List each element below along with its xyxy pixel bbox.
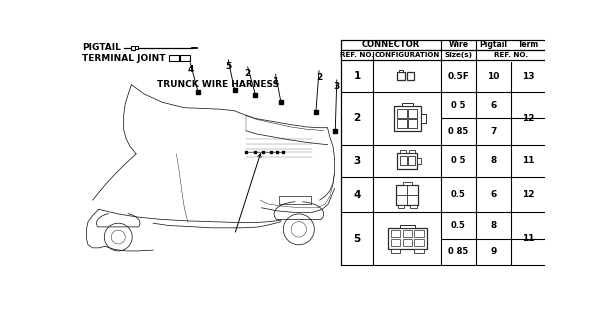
Text: 1: 1 (272, 77, 279, 86)
Text: 5: 5 (225, 62, 232, 71)
Bar (414, 249, 423, 253)
Text: 3: 3 (353, 156, 361, 166)
Bar (410, 205, 417, 208)
Bar (399, 156, 407, 165)
Text: TRUNCK WIRE HARNESS: TRUNCK WIRE HARNESS (157, 80, 279, 89)
Text: 12: 12 (522, 190, 535, 199)
Text: 2: 2 (316, 73, 322, 82)
Bar (397, 153, 417, 169)
Bar (391, 230, 401, 237)
Bar (408, 156, 415, 165)
Text: 0 85: 0 85 (448, 127, 469, 136)
Bar (388, 228, 427, 249)
Bar (408, 109, 417, 118)
Bar (417, 158, 421, 164)
Text: Wire: Wire (448, 40, 468, 50)
Bar (403, 230, 412, 237)
Bar (169, 55, 178, 61)
Text: 2: 2 (353, 114, 361, 124)
Text: 1: 1 (353, 71, 361, 81)
Bar (402, 103, 413, 106)
Bar (397, 72, 405, 80)
Bar (399, 225, 415, 228)
Bar (391, 249, 401, 253)
Bar (399, 150, 406, 153)
Text: 6: 6 (490, 190, 497, 199)
Bar (391, 239, 401, 246)
Text: 6: 6 (490, 101, 497, 110)
Text: Size(s): Size(s) (445, 52, 473, 58)
Text: 9: 9 (490, 247, 497, 256)
Text: CONNECTOR: CONNECTOR (362, 40, 420, 50)
Bar (420, 114, 426, 123)
Text: 10: 10 (487, 72, 500, 81)
Text: 4: 4 (187, 65, 194, 74)
Text: TERMINAL JOINT: TERMINAL JOINT (82, 54, 165, 63)
Bar (394, 106, 420, 131)
Text: 0.5F: 0.5F (448, 72, 469, 81)
Text: 11: 11 (522, 156, 535, 165)
Text: PIGTAIL: PIGTAIL (82, 43, 121, 52)
Text: 0.5: 0.5 (451, 190, 466, 199)
Bar (414, 239, 423, 246)
Bar (279, 196, 311, 204)
Bar (408, 119, 417, 128)
Text: 11: 11 (522, 234, 535, 243)
Text: CONFIGURATION: CONFIGURATION (374, 52, 440, 58)
Text: 0 5: 0 5 (451, 156, 466, 165)
Bar (399, 69, 404, 72)
Bar (398, 205, 404, 208)
Bar (409, 150, 415, 153)
Bar (414, 230, 423, 237)
Text: Term: Term (518, 40, 539, 50)
Text: 5: 5 (353, 234, 361, 244)
Bar (180, 55, 191, 61)
Text: 3: 3 (334, 82, 340, 91)
Bar (403, 239, 412, 246)
Bar (136, 46, 137, 49)
Bar (131, 46, 136, 50)
Text: REF. NO.: REF. NO. (340, 52, 374, 58)
Text: 0 85: 0 85 (448, 247, 469, 256)
Text: 4: 4 (353, 190, 361, 200)
Bar (397, 119, 407, 128)
Text: REF. NO.: REF. NO. (494, 52, 528, 58)
Bar (397, 109, 407, 118)
Text: 7: 7 (490, 127, 497, 136)
Text: 0.5: 0.5 (451, 221, 466, 230)
Text: 2: 2 (244, 69, 251, 78)
Text: 12: 12 (522, 114, 535, 123)
Text: 8: 8 (490, 221, 497, 230)
Text: 8: 8 (490, 156, 497, 165)
Bar (403, 182, 412, 185)
Text: 13: 13 (522, 72, 535, 81)
Bar (407, 72, 414, 80)
Bar (396, 185, 418, 205)
Text: Pigtail: Pigtail (479, 40, 508, 50)
Text: 0 5: 0 5 (451, 101, 466, 110)
